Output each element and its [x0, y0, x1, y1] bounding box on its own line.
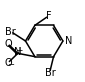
Text: F: F [46, 11, 51, 21]
Text: +: + [16, 46, 23, 55]
Text: O: O [4, 58, 12, 68]
Text: Br: Br [5, 27, 16, 37]
Text: N: N [65, 36, 72, 46]
Text: O: O [4, 39, 12, 49]
Text: −: − [7, 60, 14, 69]
Text: N: N [14, 47, 21, 57]
Text: Br: Br [45, 68, 56, 78]
